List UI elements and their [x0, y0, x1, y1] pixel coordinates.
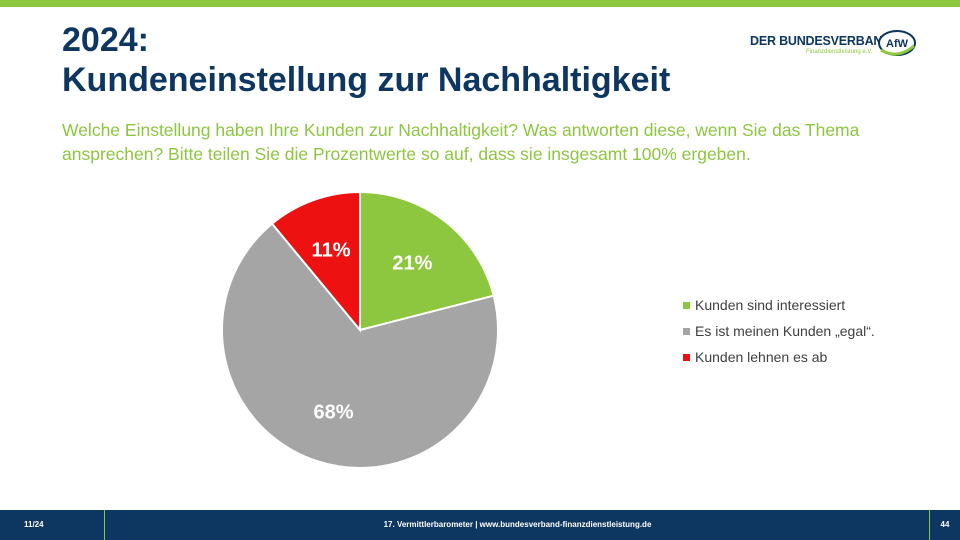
page-number: 44 [929, 510, 960, 540]
legend-item-1: Kunden sind interessiert [683, 292, 875, 318]
legend-swatch-2 [683, 327, 690, 335]
afw-badge-icon: AfW [878, 30, 916, 56]
pie-chart: 21% 68% 11% [221, 190, 499, 469]
pie-label-2: 68% [314, 401, 354, 423]
footer-date: 11/24 [0, 510, 105, 540]
pie-slice-3 [270, 190, 361, 333]
legend-item-2: Es ist meinen Kunden „egal“. [683, 318, 875, 344]
footer-bar: 11/24 17. Vermittlerbarometer | www.bund… [0, 510, 960, 540]
pie-label-3: 11% [312, 239, 351, 261]
legend-swatch-1 [683, 301, 690, 309]
title-line-topic: Kundeneinstellung zur Nachhaltigkeit [62, 61, 671, 99]
pie-label-1: 21% [392, 252, 432, 274]
legend-label-1: Kunden sind interessiert [695, 297, 846, 313]
logo-name: DER BUNDESVERBAND [750, 34, 892, 48]
survey-question: Welche Einstellung haben Ihre Kunden zur… [62, 120, 860, 164]
legend-label-2: Es ist meinen Kunden „egal“. [695, 323, 875, 339]
title-line-year: 2024: [62, 21, 149, 59]
legend-label-3: Kunden lehnen es ab [695, 349, 828, 365]
page-title: 2024: Kundeneinstellung zur Nachhaltigke… [62, 20, 670, 100]
pie-slice-2 [221, 222, 499, 469]
afw-logo: DER BUNDESVERBAND Finanzdienstleistung e… [750, 28, 920, 60]
pie-slice-1 [359, 190, 495, 332]
footer-source: 17. Vermittlerbarometer | www.bundesverb… [383, 520, 652, 529]
legend-swatch-3 [683, 353, 690, 361]
legend-item-3: Kunden lehnen es ab [683, 344, 875, 370]
logo-badge-text: AfW [886, 38, 909, 50]
chart-legend: Kunden sind interessiert Es ist meinen Ku… [683, 292, 875, 370]
top-accent-bar [0, 0, 960, 7]
logo-subtitle: Finanzdienstleistung e.V. [806, 49, 873, 55]
